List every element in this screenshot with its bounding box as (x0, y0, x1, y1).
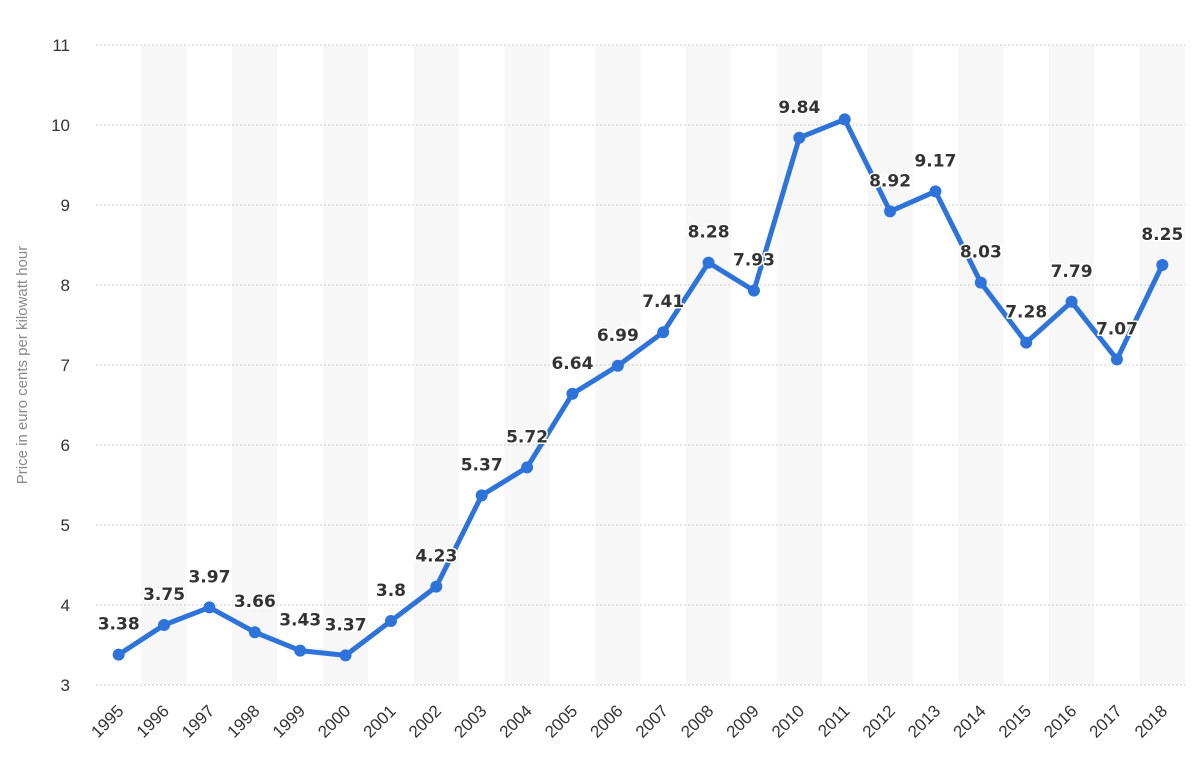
x-tick-label: 1999 (269, 701, 309, 741)
data-point (339, 649, 352, 662)
data-label: 9.84 (778, 98, 820, 118)
data-point (929, 185, 942, 198)
column-band (232, 45, 278, 685)
data-point (884, 205, 897, 218)
data-label: 7.93 (733, 251, 775, 271)
y-tick-label: 5 (61, 516, 70, 535)
data-label: 7.07 (1096, 319, 1138, 339)
x-tick-label: 2001 (360, 701, 400, 741)
x-tick-label: 1998 (223, 701, 263, 741)
data-label: 3.43 (279, 611, 321, 631)
data-point (430, 580, 443, 593)
data-label: 3.75 (143, 585, 185, 605)
data-point (475, 489, 488, 502)
data-point (158, 619, 171, 631)
x-tick-label: 2017 (1086, 701, 1126, 741)
column-band (1139, 45, 1185, 685)
data-label: 9.17 (914, 151, 956, 171)
data-point (384, 615, 397, 627)
data-label: 7.28 (1005, 303, 1047, 323)
data-point (747, 284, 760, 297)
x-tick-label: 1995 (87, 701, 127, 741)
y-tick-label: 11 (52, 36, 70, 55)
x-tick-label: 2012 (859, 701, 899, 741)
x-tick-label: 2013 (904, 701, 944, 741)
x-tick-label: 2016 (1040, 701, 1080, 741)
series-line-path (116, 116, 1165, 658)
data-point (1156, 259, 1169, 271)
column-band (504, 45, 550, 685)
data-label: 3.38 (98, 615, 140, 635)
x-tick-label: 2004 (496, 701, 536, 741)
data-label: 8.25 (1141, 225, 1183, 245)
x-tick-label: 2006 (586, 701, 626, 741)
y-axis-ticks: 3 4 5 6 7 8 9 10 11 (51, 36, 70, 695)
data-point (657, 326, 670, 339)
data-point (838, 113, 851, 126)
x-tick-label: 2014 (949, 701, 989, 741)
x-tick-label: 2018 (1131, 701, 1171, 741)
series-line (116, 116, 1165, 658)
data-point (1065, 295, 1078, 308)
x-tick-label: 2011 (814, 701, 853, 740)
x-tick-label: 2008 (677, 701, 717, 741)
y-tick-label: 6 (61, 436, 70, 455)
data-point (248, 626, 261, 639)
x-tick-label: 2010 (768, 701, 808, 741)
data-label: 6.64 (551, 354, 593, 374)
data-label: 5.72 (506, 427, 548, 447)
data-point (203, 601, 216, 614)
data-label: 4.23 (415, 547, 457, 567)
data-label: 7.79 (1051, 262, 1093, 282)
y-axis-label: Price in euro cents per kilowatt hour (14, 246, 31, 484)
x-tick-label: 2015 (995, 701, 1035, 741)
data-point (793, 131, 806, 144)
data-label: 3.66 (234, 592, 276, 612)
x-tick-label: 1996 (133, 701, 173, 741)
y-tick-label: 10 (51, 116, 70, 135)
x-tick-label: 2009 (723, 701, 763, 741)
x-axis-ticks: 1995 1996 1997 1998 1999 2000 2001 2002 2003 2004… (87, 701, 1171, 741)
data-labels: 3.383.753.973.663.43 3.37 3.8 4.23 5.375.72 6… (96, 96, 1185, 637)
data-label: 8.92 (869, 171, 911, 191)
gridlines (96, 44, 1185, 686)
y-tick-label: 7 (61, 356, 70, 375)
data-point (702, 256, 715, 269)
data-point (1110, 353, 1123, 366)
data-point (611, 359, 624, 372)
data-label: 8.28 (688, 223, 730, 243)
data-point (566, 387, 579, 400)
data-label: 6.99 (597, 326, 639, 346)
x-tick-label: 2002 (405, 701, 445, 741)
data-points (112, 113, 1169, 662)
column-band (1048, 45, 1095, 685)
y-tick-label: 9 (61, 196, 70, 215)
data-point (112, 648, 125, 661)
data-label: 3.97 (188, 567, 230, 587)
data-point (974, 276, 987, 289)
y-tick-label: 8 (61, 276, 70, 295)
data-point (1020, 336, 1033, 349)
x-tick-label: 2007 (632, 701, 672, 741)
data-label: 7.41 (642, 292, 684, 312)
x-tick-label: 2005 (541, 701, 581, 741)
data-point (294, 644, 307, 657)
data-label: 3.37 (325, 615, 367, 635)
y-tick-label: 4 (61, 596, 70, 615)
data-label: 8.03 (960, 243, 1002, 263)
data-label: 5.37 (461, 455, 503, 475)
x-tick-label: 2000 (314, 701, 354, 741)
data-label: 3.8 (376, 581, 406, 601)
x-tick-label: 2003 (450, 701, 490, 741)
y-tick-label: 3 (61, 676, 70, 695)
x-tick-label: 1997 (178, 701, 218, 741)
data-point (521, 461, 534, 474)
